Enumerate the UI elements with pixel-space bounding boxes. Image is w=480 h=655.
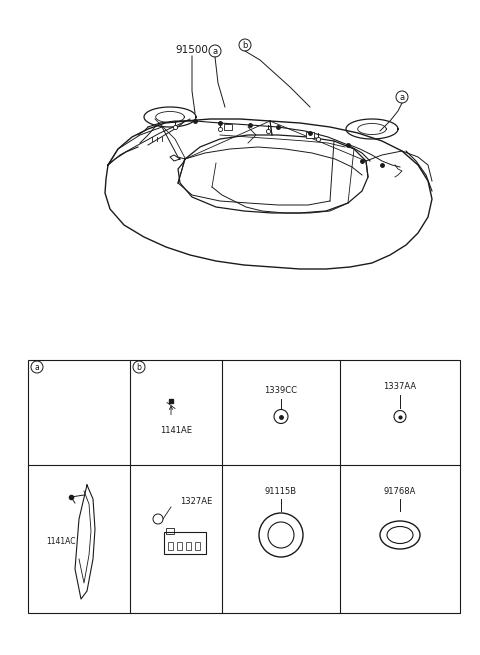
Text: 1141AE: 1141AE [160,426,192,435]
Text: a: a [35,362,39,371]
Text: 1339CC: 1339CC [264,386,298,395]
Bar [166,528,174,534]
Bar [168,542,173,550]
Text: a: a [399,92,405,102]
Bar [186,542,191,550]
Text: 1327AE: 1327AE [180,496,212,506]
Bar [224,124,232,130]
Text: 91768A: 91768A [384,487,416,495]
Text: b: b [242,41,248,50]
Text: 91115B: 91115B [265,487,297,495]
Bar [164,532,206,554]
Text: a: a [213,47,217,56]
Bar [195,542,200,550]
Text: 1141AC: 1141AC [46,536,76,546]
Bar [306,132,314,138]
Text: b: b [137,362,142,371]
Bar [28,360,460,613]
Bar [177,542,182,550]
Text: 91500: 91500 [176,45,208,55]
Text: 1337AA: 1337AA [384,382,417,391]
